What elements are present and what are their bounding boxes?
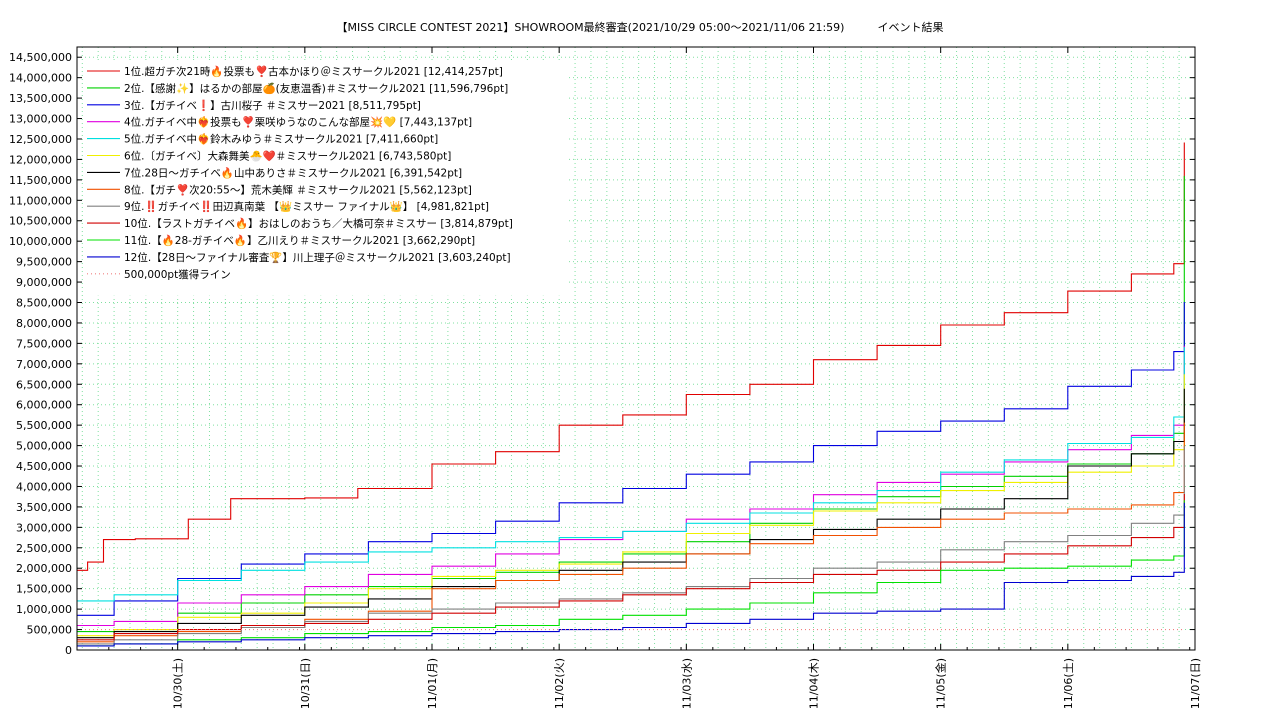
legend: 1位.超ガチ次21時🔥投票も❣️古本かほり＠ミスサークル2021 [12,414… <box>87 65 513 281</box>
series-line-4 <box>77 345 1185 627</box>
legend-label: 6位.〔ガチイベ〕大森舞美🐣❤️＃ミスサークル2021 [6,743,580pt… <box>124 150 451 163</box>
y-tick-label: 6,000,000 <box>16 399 72 412</box>
legend-label: 4位.ガチイベ中❤️‍🔥投票も❣️栗咲ゆうなのこんな部屋💥💛 [7,443,13… <box>124 116 472 129</box>
y-tick-label: 5,500,000 <box>16 419 72 432</box>
x-tick-label: 11/02(火) <box>553 658 566 709</box>
series-line-5 <box>77 347 1185 602</box>
legend-label: 12位.【28日〜ファイナル審査🏆】川上理子＠ミスサークル2021 [3,603… <box>124 251 511 264</box>
y-tick-label: 4,000,000 <box>16 480 72 493</box>
x-tick-label: 11/06(土) <box>1062 658 1075 709</box>
y-tick-label: 12,500,000 <box>9 133 72 146</box>
y-tick-label: 5,000,000 <box>16 440 72 453</box>
legend-label: 3位.【ガチイベ❗️】古川桜子 ＃ミスサー2021 [8,511,795pt] <box>124 99 421 112</box>
axes: 0 500,000 1,000,000 1,500,000 2,000,000 2,500… <box>9 46 1202 709</box>
series-line-3 <box>77 302 1185 616</box>
y-tick-label: 14,000,000 <box>9 72 72 85</box>
y-tick-label: 7,500,000 <box>16 337 72 350</box>
series-line-10 <box>77 494 1185 641</box>
y-tick-label: 2,000,000 <box>16 562 72 575</box>
legend-label: 11位.【🔥28-ガチイベ🔥】乙川えり＃ミスサークル2021 [3,662,29… <box>124 234 475 247</box>
series-line-12 <box>77 502 1185 647</box>
legend-label: 5位.ガチイベ中❤️‍🔥鈴木みゆう＃ミスサークル2021 [7,411,660p… <box>124 133 438 146</box>
x-tick-label: 11/01(月) <box>426 658 439 709</box>
y-tick-label: 7,000,000 <box>16 358 72 371</box>
y-tick-label: 4,500,000 <box>16 460 72 473</box>
y-tick-label: 500,000 <box>27 624 73 637</box>
legend-label: 2位.【感謝✨】はるかの部屋🍊(友恵温香)＃ミスサークル2021 [11,596… <box>124 82 508 95</box>
y-tick-label: 11,500,000 <box>9 174 72 187</box>
x-tick-label: 11/04(木) <box>808 658 821 709</box>
y-tick-label: 11,000,000 <box>9 194 72 207</box>
y-tick-label: 3,000,000 <box>16 521 72 534</box>
y-tick-label: 9,000,000 <box>16 276 72 289</box>
series-line-8 <box>77 422 1185 643</box>
x-tick-label: 11/07(日) <box>1189 658 1202 709</box>
y-tick-label: 8,000,000 <box>16 317 72 330</box>
series-lines <box>77 142 1185 647</box>
y-tick-label: 8,500,000 <box>16 297 72 310</box>
y-tick-label: 12,000,000 <box>9 153 72 166</box>
y-tick-label: 13,500,000 <box>9 92 72 105</box>
series-line-1 <box>77 142 1185 571</box>
y-tick-label: 14,500,000 <box>9 51 72 64</box>
series-line-11 <box>77 500 1185 647</box>
y-tick-label: 10,000,000 <box>9 235 72 248</box>
chart-title: 【MISS CIRCLE CONTEST 2021】SHOWROOM最終審査(2… <box>336 21 944 34</box>
legend-label: 500,000pt獲得ライン <box>124 268 231 281</box>
y-tick-label: 0 <box>65 644 72 657</box>
y-tick-label: 9,500,000 <box>16 256 72 269</box>
legend-label: 10位.【ラストガチイベ🔥】おはしのおうち／大橋可奈＃ミスサー [3,814,8… <box>124 217 513 230</box>
y-tick-label: 1,000,000 <box>16 603 72 616</box>
y-tick-label: 6,500,000 <box>16 378 72 391</box>
y-tick-label: 13,000,000 <box>9 113 72 126</box>
y-tick-label: 1,500,000 <box>16 583 72 596</box>
legend-label: 1位.超ガチ次21時🔥投票も❣️古本かほり＠ミスサークル2021 [12,414… <box>124 65 503 78</box>
x-tick-label: 10/30(土) <box>172 658 185 709</box>
legend-label: 7位.28日～ガチイベ🔥山中ありさ＃ミスサークル2021 [6,391,542p… <box>124 166 462 179</box>
legend-label: 9位.‼️ガチイベ‼️田辺真南葉 【👑ミスサー ファイナル👑】 [4,981,8… <box>124 200 489 213</box>
x-tick-label: 11/05(金) <box>934 658 948 709</box>
y-tick-label: 3,500,000 <box>16 501 72 514</box>
x-tick-label: 11/03(水) <box>680 658 693 709</box>
legend-label: 8位.【ガチ❣️次20:55〜】荒木美輝 ＃ミスサークル2021 [5,562,… <box>124 183 472 196</box>
legend-background <box>83 60 567 296</box>
y-tick-label: 2,500,000 <box>16 542 72 555</box>
series-line-6 <box>77 374 1185 637</box>
x-tick-label: 10/31(日) <box>299 658 312 709</box>
y-tick-label: 10,500,000 <box>9 215 72 228</box>
plot-frame <box>76 46 1196 651</box>
